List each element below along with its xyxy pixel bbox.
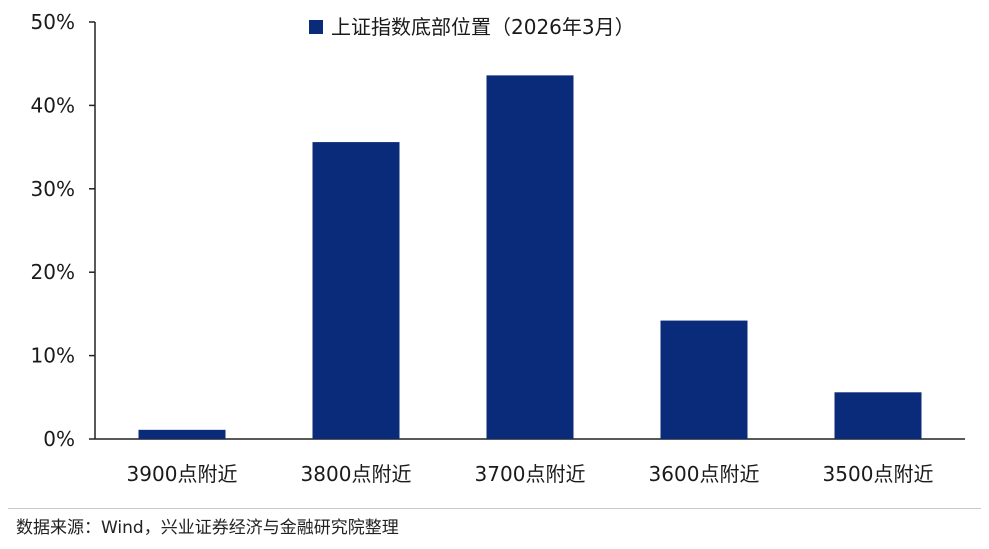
bar: [834, 392, 922, 439]
x-tick-label: 3800点附近: [301, 462, 412, 486]
y-tick-label: 50%: [31, 10, 75, 34]
bar: [312, 142, 400, 439]
bar: [138, 429, 226, 439]
y-tick-label: 40%: [31, 93, 75, 117]
y-tick-label: 0%: [43, 427, 75, 451]
x-tick-label: 3700点附近: [475, 462, 586, 486]
legend-label: 上证指数底部位置（2026年3月）: [331, 15, 635, 39]
x-tick-label: 3600点附近: [649, 462, 760, 486]
bar: [486, 75, 574, 439]
x-tick-label: 3500点附近: [823, 462, 934, 486]
source-note: 数据来源：Wind，兴业证券经济与金融研究院整理: [16, 518, 399, 538]
bar-chart: 0%10%20%30%40%50% 3900点附近 3800点附近 3700点附近 3…: [31, 10, 965, 486]
bar: [660, 320, 748, 439]
legend: 上证指数底部位置（2026年3月）: [309, 15, 635, 39]
y-tick-label: 30%: [31, 177, 75, 201]
y-tick-label: 20%: [31, 260, 75, 284]
legend-swatch: [309, 20, 323, 34]
source-divider: [8, 508, 981, 509]
x-tick-label: 3900点附近: [127, 462, 238, 486]
x-axis: 3900点附近 3800点附近 3700点附近 3600点附近 3500点附近: [95, 438, 965, 486]
y-axis: 0% 10% 20% 30% 40% 50%: [31, 10, 96, 451]
bar-series: [138, 75, 922, 439]
y-tick-label: 10%: [31, 344, 75, 368]
chart-area: 0% 10% 20% 30% 40% 50% 3900点附近 3800点附近 3700点附近 3…: [31, 10, 965, 486]
